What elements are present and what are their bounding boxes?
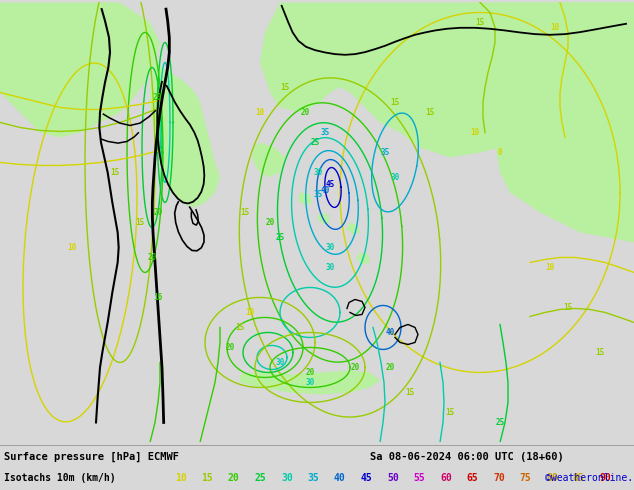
Text: 15: 15 <box>391 98 399 107</box>
Text: 15: 15 <box>476 18 484 27</box>
Polygon shape <box>317 213 330 224</box>
Text: 35: 35 <box>307 473 320 483</box>
Text: 80: 80 <box>546 473 558 483</box>
Text: 20: 20 <box>301 108 309 117</box>
Text: 15: 15 <box>202 473 213 483</box>
Polygon shape <box>356 252 370 265</box>
Text: 25: 25 <box>311 138 320 147</box>
Text: 20: 20 <box>153 208 163 217</box>
Text: 60: 60 <box>440 473 452 483</box>
Text: 85: 85 <box>573 473 585 483</box>
Text: 30: 30 <box>313 168 323 177</box>
Text: 15: 15 <box>445 408 455 417</box>
Text: 15: 15 <box>425 108 435 117</box>
Text: 45: 45 <box>361 473 372 483</box>
Text: 30: 30 <box>281 473 293 483</box>
Text: 0: 0 <box>498 148 502 157</box>
Text: 10: 10 <box>175 473 187 483</box>
Text: 15: 15 <box>240 208 250 217</box>
Text: 30: 30 <box>325 243 335 252</box>
Text: 35: 35 <box>380 148 390 157</box>
Text: 15: 15 <box>110 168 120 177</box>
Text: 20: 20 <box>266 218 275 227</box>
Text: Surface pressure [hPa] ECMWF: Surface pressure [hPa] ECMWF <box>4 452 179 462</box>
Text: 15: 15 <box>405 388 415 397</box>
Text: 20: 20 <box>152 93 162 102</box>
Text: 15: 15 <box>235 323 245 332</box>
Polygon shape <box>252 143 285 177</box>
Text: 50: 50 <box>387 473 399 483</box>
Text: 15: 15 <box>595 348 605 357</box>
Text: 20: 20 <box>225 343 235 352</box>
Text: 20: 20 <box>385 363 394 372</box>
Text: 75: 75 <box>519 473 531 483</box>
Text: 10: 10 <box>545 263 555 272</box>
Text: 30: 30 <box>306 378 314 387</box>
Polygon shape <box>150 62 220 207</box>
Text: 90: 90 <box>599 473 611 483</box>
Text: 10: 10 <box>245 308 255 317</box>
Text: 20: 20 <box>147 253 157 262</box>
Polygon shape <box>495 2 634 243</box>
Text: 10: 10 <box>470 128 480 137</box>
Text: 40: 40 <box>385 328 394 337</box>
Text: 30: 30 <box>325 263 335 272</box>
Text: 35: 35 <box>313 190 323 199</box>
Text: Sa 08-06-2024 06:00 UTC (18+60): Sa 08-06-2024 06:00 UTC (18+60) <box>370 452 564 462</box>
Text: 55: 55 <box>413 473 425 483</box>
Text: 30: 30 <box>275 358 285 367</box>
Text: 65: 65 <box>467 473 478 483</box>
Text: 45: 45 <box>325 180 335 189</box>
Text: 30: 30 <box>391 173 399 182</box>
Polygon shape <box>298 193 312 205</box>
Text: 35: 35 <box>320 128 330 137</box>
Text: 10: 10 <box>67 243 77 252</box>
Text: Isotachs 10m (km/h): Isotachs 10m (km/h) <box>4 473 115 483</box>
Polygon shape <box>0 2 160 138</box>
Polygon shape <box>260 2 634 157</box>
Text: 20: 20 <box>228 473 240 483</box>
Text: 25: 25 <box>254 473 266 483</box>
Text: 16: 16 <box>153 293 163 302</box>
Text: 15: 15 <box>564 303 573 312</box>
Text: ©weatheronline.co.uk: ©weatheronline.co.uk <box>545 473 634 483</box>
Text: 15: 15 <box>280 83 290 92</box>
Text: 40: 40 <box>320 186 330 195</box>
Polygon shape <box>346 222 360 234</box>
Text: 10: 10 <box>256 108 264 117</box>
Text: 25: 25 <box>495 418 505 427</box>
Text: 15: 15 <box>136 218 145 227</box>
Text: 40: 40 <box>334 473 346 483</box>
Text: 25: 25 <box>275 233 285 242</box>
Text: 20: 20 <box>351 363 359 372</box>
Text: 10: 10 <box>550 23 560 32</box>
Text: 20: 20 <box>306 368 314 377</box>
Text: 70: 70 <box>493 473 505 483</box>
Polygon shape <box>240 370 380 394</box>
